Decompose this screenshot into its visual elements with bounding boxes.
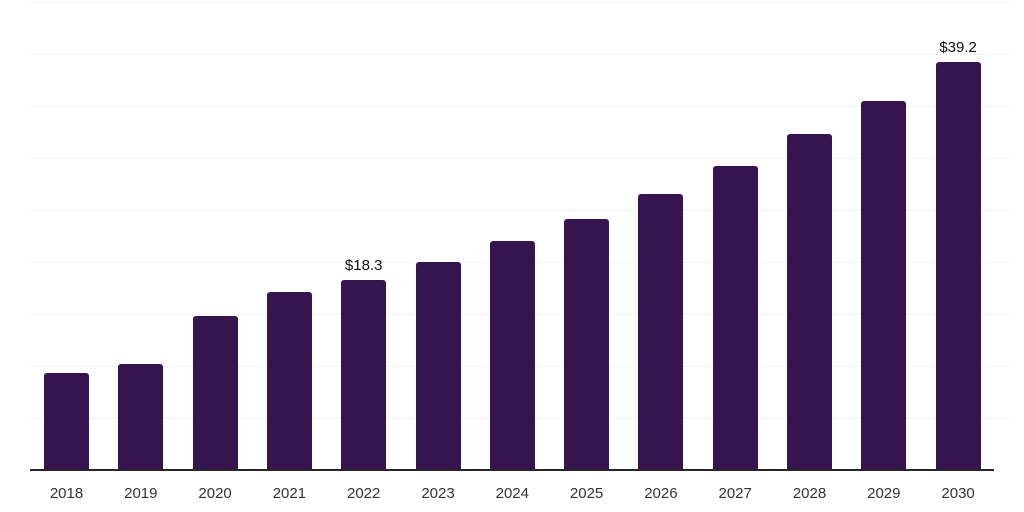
- x-tick-label-2018: 2018: [49, 485, 84, 502]
- x-tick-label-2019: 2019: [124, 485, 158, 502]
- bar-2027: [712, 166, 758, 470]
- bar-2025: [564, 219, 610, 470]
- x-tick-label-2021: 2021: [272, 485, 307, 502]
- bar-2018: [44, 373, 89, 470]
- x-tick-label-2022: 2022: [347, 485, 381, 502]
- x-tick-label-2020: 2020: [198, 485, 232, 502]
- bar-2020: [192, 316, 238, 470]
- x-tick-label-2026: 2026: [644, 485, 678, 502]
- x-tick-label-2024: 2024: [495, 485, 529, 502]
- bar-2029: [861, 100, 907, 470]
- x-tick-label-2029: 2029: [867, 485, 901, 502]
- x-tick-label-2028: 2028: [792, 485, 827, 502]
- bar-2019: [118, 363, 164, 470]
- bar-2024: [489, 241, 535, 470]
- gridline-25: [30, 210, 1010, 211]
- gridline-40: [30, 54, 1010, 55]
- gridline-35: [30, 106, 1010, 107]
- bar-2030: [935, 62, 981, 470]
- x-tick-label-2025: 2025: [569, 485, 604, 502]
- bar-2023: [415, 262, 461, 470]
- x-tick-label-2027: 2027: [718, 485, 752, 502]
- gridline-45: [30, 2, 1010, 3]
- data-label-2030: $39.2: [939, 39, 977, 57]
- bar-2022: [341, 279, 387, 470]
- x-tick-label-2023: 2023: [421, 485, 455, 502]
- gridline-30: [30, 158, 1010, 159]
- bar-2021: [266, 292, 312, 470]
- bar-2026: [638, 194, 684, 470]
- data-label-2022: $18.3: [344, 256, 383, 274]
- x-axis-line: [30, 469, 994, 471]
- x-tick-label-2030: 2030: [941, 485, 975, 502]
- bar-2028: [787, 134, 832, 470]
